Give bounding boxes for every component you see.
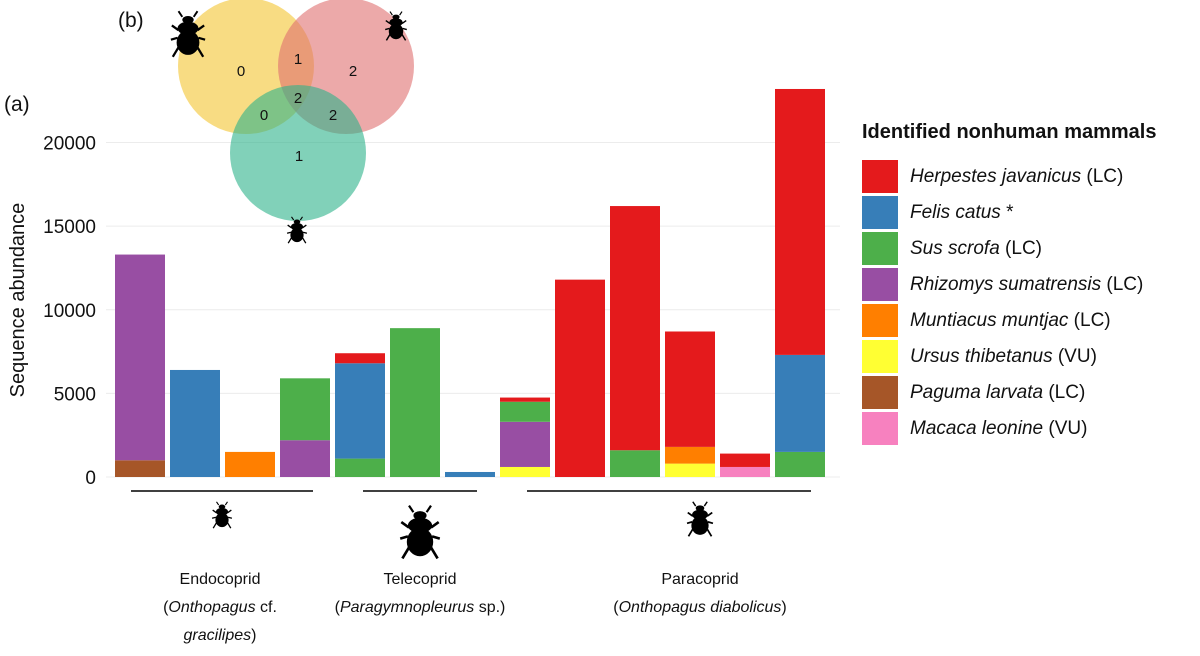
group-name: Telecoprid <box>383 571 457 588</box>
group-species: (Onthopagus diabolicus) <box>613 599 787 616</box>
legend-label: Ursus thibetanus (VU) <box>910 345 1097 367</box>
panel-b-label: (b) <box>118 9 144 32</box>
legend-swatch <box>862 412 898 445</box>
legend-label: Sus scrofa (LC) <box>910 237 1042 259</box>
stacked-bars <box>115 88 825 477</box>
bar-segment <box>610 206 660 451</box>
legend-swatch <box>862 196 898 229</box>
bar-segment <box>720 453 770 467</box>
legend-item: Ursus thibetanus (VU) <box>862 340 1192 373</box>
bar-segment <box>115 460 165 477</box>
bar-segment <box>445 471 495 477</box>
y-gridlines <box>106 142 840 478</box>
venn-count-c-only: 1 <box>295 148 303 165</box>
y-tick-label: 5000 <box>54 384 96 405</box>
legend-swatch <box>862 232 898 265</box>
bar-segment <box>555 279 605 477</box>
y-tick-label: 20000 <box>43 134 96 155</box>
bar-segment <box>335 353 385 364</box>
legend-label: Herpestes javanicus (LC) <box>910 165 1124 187</box>
bar-segment <box>775 451 825 477</box>
venn-count-a-only: 0 <box>237 63 245 80</box>
bar-segment <box>775 88 825 355</box>
group-species: (Onthopagus cf. <box>163 599 277 616</box>
legend-label: Rhizomys sumatrensis (LC) <box>910 273 1144 295</box>
legend-item: Paguma larvata (LC) <box>862 376 1192 409</box>
bar-segment <box>500 466 550 477</box>
bar-segment <box>500 401 550 422</box>
y-tick-label: 15000 <box>43 217 96 238</box>
venn-count-abc: 2 <box>294 90 302 107</box>
legend-swatch <box>862 340 898 373</box>
legend: Identified nonhuman mammals Herpestes ja… <box>862 118 1192 448</box>
legend-swatch <box>862 376 898 409</box>
legend-swatch <box>862 268 898 301</box>
panel-a-label: (a) <box>4 93 30 116</box>
legend-label: Macaca leonine (VU) <box>910 417 1088 439</box>
group-label-paracoprid: Paracoprid (Onthopagus diabolicus) <box>580 566 820 622</box>
bar-segment <box>665 463 715 477</box>
bar-segment <box>500 421 550 467</box>
bar-segment <box>225 451 275 477</box>
y-axis-label: Sequence abundance <box>7 203 29 398</box>
bar-segment <box>720 466 770 477</box>
legend-item: Herpestes javanicus (LC) <box>862 160 1192 193</box>
legend-item: Muntiacus muntjac (LC) <box>862 304 1192 337</box>
venn-count-ab: 1 <box>294 51 302 68</box>
group-species-cont: gracilipes) <box>183 627 257 644</box>
y-tick-label: 10000 <box>43 301 96 322</box>
legend-label: Felis catus * <box>910 201 1014 223</box>
bar-segment <box>280 378 330 441</box>
legend-item: Macaca leonine (VU) <box>862 412 1192 445</box>
group-name: Endocoprid <box>179 571 261 588</box>
venn-diagram: 0 2 1 1 0 2 2 <box>169 0 414 244</box>
group-name: Paracoprid <box>661 571 739 588</box>
telecoprid-beetle-icon <box>398 504 442 560</box>
bar-segment <box>610 450 660 477</box>
venn-count-bc: 2 <box>329 107 337 124</box>
bar-segment <box>170 369 220 477</box>
venn-paracoprid-beetle-icon <box>286 216 308 244</box>
legend-item: Sus scrofa (LC) <box>862 232 1192 265</box>
bar-segment <box>500 397 550 402</box>
paracoprid-beetle-icon <box>686 500 714 538</box>
legend-title: Identified nonhuman mammals <box>862 121 1157 143</box>
bar-segment <box>665 446 715 464</box>
group-species: (Paragymnopleurus sp.) <box>334 599 506 616</box>
group-label-endocoprid: Endocoprid (Onthopagus cf. gracilipes) <box>140 566 300 650</box>
group-label-telecoprid: Telecoprid (Paragymnopleurus sp.) <box>315 566 525 622</box>
legend-swatch <box>862 160 898 193</box>
bar-segment <box>115 254 165 461</box>
y-axis: 0 5000 10000 15000 20000 <box>43 134 96 490</box>
bar-segment <box>775 354 825 452</box>
bar-segment <box>390 328 440 477</box>
legend-label: Paguma larvata (LC) <box>910 381 1086 403</box>
legend-item: Rhizomys sumatrensis (LC) <box>862 268 1192 301</box>
venn-circle-paracoprid <box>230 85 366 221</box>
endocoprid-beetle-icon <box>211 501 233 529</box>
bar-segment <box>665 331 715 447</box>
bar-segment <box>335 458 385 477</box>
legend-label: Muntiacus muntjac (LC) <box>910 309 1111 331</box>
legend-items: Herpestes javanicus (LC) Felis catus * Sus… <box>862 160 1192 445</box>
venn-count-b-only: 2 <box>349 63 357 80</box>
legend-item: Felis catus * <box>862 196 1192 229</box>
y-tick-label: 0 <box>85 468 96 489</box>
legend-swatch <box>862 304 898 337</box>
venn-count-ac: 0 <box>260 107 268 124</box>
bar-segment <box>280 440 330 477</box>
bar-segment <box>335 363 385 459</box>
